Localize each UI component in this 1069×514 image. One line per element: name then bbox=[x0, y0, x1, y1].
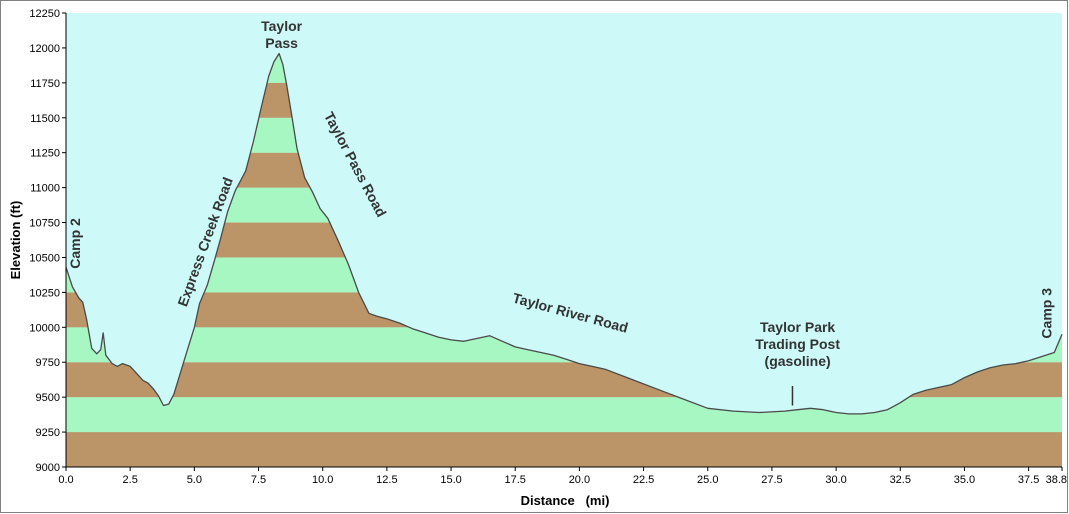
annotation-line: Taylor Park bbox=[760, 319, 835, 335]
annotation-label: Taylor Park Trading Post (gasoline) bbox=[755, 319, 840, 369]
annotation-label: Camp 2 bbox=[67, 218, 83, 269]
y-tick-label: 12000 bbox=[29, 43, 60, 55]
x-tick-label: 7.5 bbox=[251, 474, 266, 486]
x-tick-label: 27.5 bbox=[761, 474, 782, 486]
annotation-line: Trading Post bbox=[755, 336, 840, 352]
y-tick-label: 11000 bbox=[30, 183, 60, 195]
elevation-band bbox=[66, 397, 1062, 433]
y-tick-label: 11500 bbox=[30, 113, 60, 125]
annotation-line: Pass bbox=[265, 35, 298, 51]
x-tick-label: 12.5 bbox=[376, 474, 397, 486]
annotation-label: Camp 3 bbox=[1039, 288, 1055, 339]
x-tick-label: 35.0 bbox=[954, 474, 975, 486]
y-tick-label: 10000 bbox=[29, 322, 60, 334]
annotation-line: (gasoline) bbox=[765, 353, 831, 369]
x-tick-label: 20.0 bbox=[569, 474, 590, 486]
y-tick-label: 11750 bbox=[30, 78, 60, 90]
y-tick-label: 9500 bbox=[36, 392, 60, 404]
y-tick-label: 10500 bbox=[29, 252, 60, 264]
y-axis-title: Elevation (ft) bbox=[8, 201, 23, 280]
y-tick-label: 9000 bbox=[36, 462, 60, 474]
annotation-line: Camp 2 bbox=[67, 218, 83, 269]
x-tick-label: 38.8 bbox=[1046, 474, 1067, 486]
annotation-line: Camp 3 bbox=[1039, 288, 1055, 339]
x-tick-label: 22.5 bbox=[633, 474, 654, 486]
y-tick-label: 11250 bbox=[30, 148, 60, 160]
profile-polyline bbox=[65, 52, 1063, 415]
y-tick-label: 10750 bbox=[29, 218, 60, 230]
x-tick-label: 15.0 bbox=[440, 474, 461, 486]
x-tick-label: 10.0 bbox=[312, 474, 333, 486]
y-tick-label: 12250 bbox=[29, 8, 60, 20]
profile-line bbox=[65, 52, 1063, 415]
x-tick-label: 0.0 bbox=[58, 474, 73, 486]
x-tick-label: 25.0 bbox=[697, 474, 718, 486]
x-tick-labels: 0.0 2.5 5.0 7.5 10.0 12.5 15.0 17.5 20.0 22.5 25.0… bbox=[58, 467, 1067, 486]
y-tick-labels: 9000 9250 9500 9750 10000 10250 10500 10750 1100… bbox=[29, 8, 66, 474]
y-tick-label: 9250 bbox=[36, 427, 60, 439]
elevation-band bbox=[66, 432, 1062, 467]
axes bbox=[65, 13, 1062, 468]
x-tick-label: 30.0 bbox=[825, 474, 846, 486]
x-tick-label: 5.0 bbox=[187, 474, 202, 486]
x-tick-label: 17.5 bbox=[505, 474, 526, 486]
y-tick-label: 10250 bbox=[29, 287, 60, 299]
x-tick-label: 2.5 bbox=[123, 474, 138, 486]
annotation-label: Taylor Pass bbox=[261, 18, 303, 51]
x-tick-label: 37.5 bbox=[1018, 474, 1039, 486]
x-axis-title: Distance (mi) bbox=[521, 493, 610, 508]
y-tick-label: 9750 bbox=[36, 357, 60, 369]
annotation-line: Taylor bbox=[261, 18, 303, 34]
x-tick-label: 32.5 bbox=[890, 474, 911, 486]
